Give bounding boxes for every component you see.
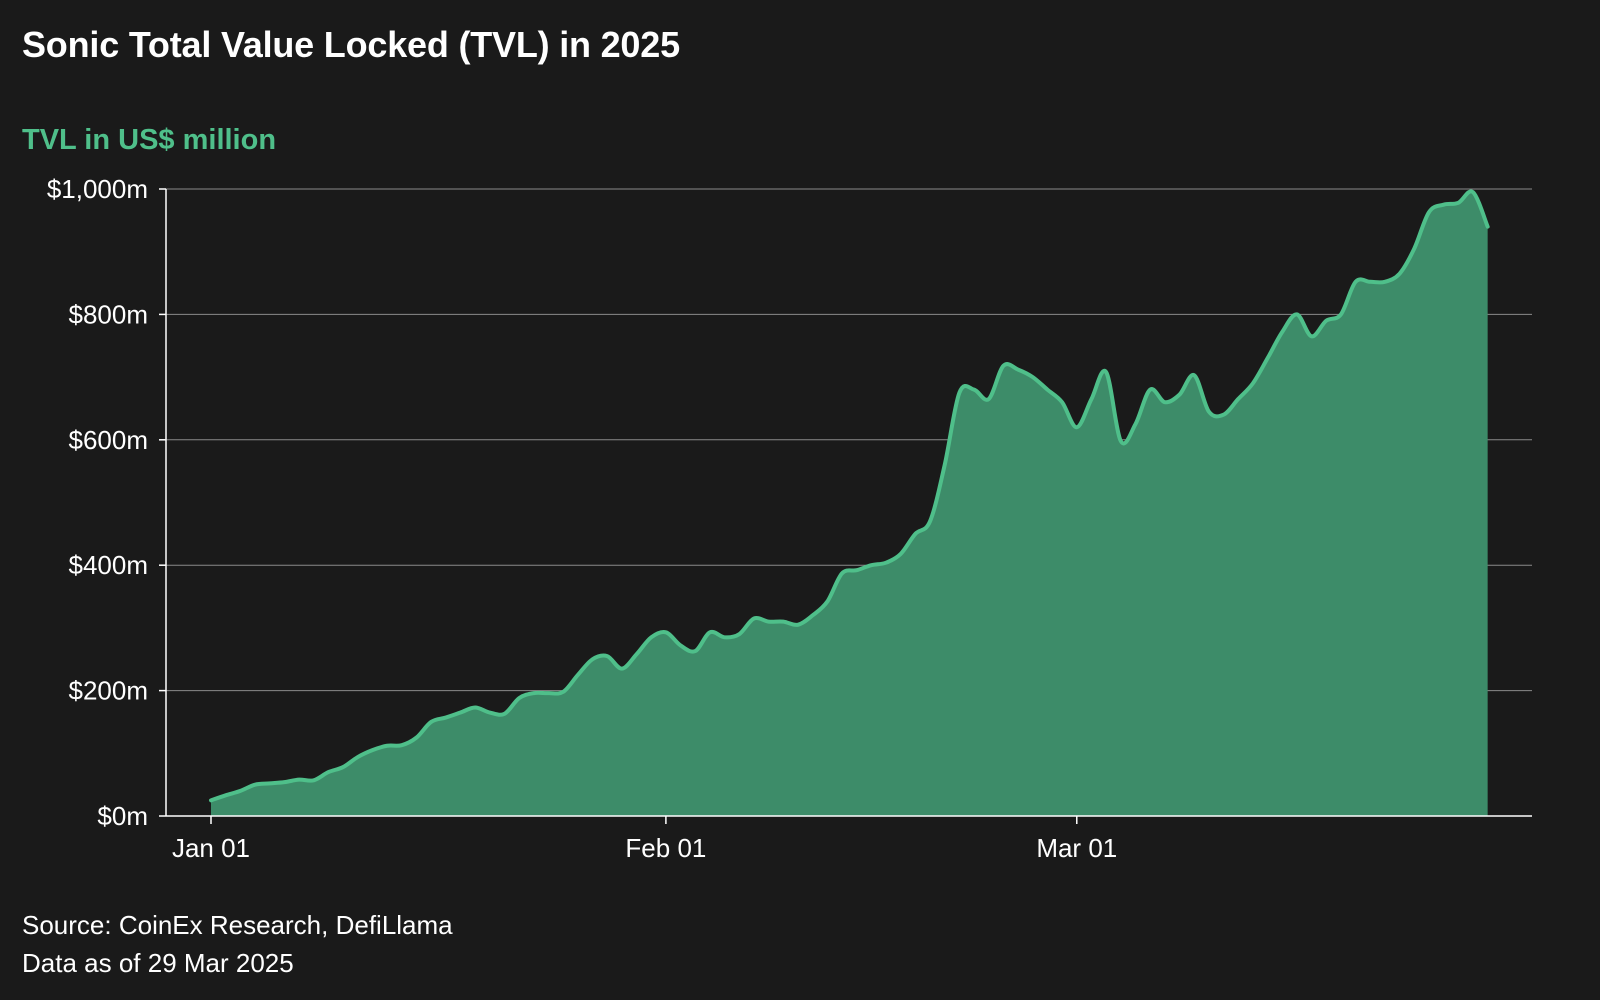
y-tick-label-3: $600m: [69, 425, 149, 455]
chart-subtitle: TVL in US$ million: [22, 124, 277, 156]
y-tick-label-4: $800m: [69, 299, 149, 329]
chart-title: Sonic Total Value Locked (TVL) in 2025: [22, 24, 680, 65]
x-axis-tick-labels: Jan 01 Feb 01 Mar 01: [172, 833, 1117, 863]
y-tick-label-2: $400m: [69, 550, 149, 580]
tvl-area-fill: [211, 191, 1488, 816]
y-axis-tick-labels: $0m $200m $400m $600m $800m $1,000m: [47, 174, 148, 831]
area-series: [209, 189, 1490, 816]
x-tick-label-2: Mar 01: [1036, 833, 1117, 863]
y-tick-label-0: $0m: [97, 801, 148, 831]
axes: [159, 188, 1532, 824]
x-tick-label-1: Feb 01: [625, 833, 706, 863]
source-text: Source: CoinEx Research, DefiLlama: [22, 910, 453, 940]
source-note: Source: CoinEx Research, DefiLlama Data …: [22, 906, 453, 982]
tvl-line: [209, 189, 1490, 803]
x-tick-label-0: Jan 01: [172, 833, 250, 863]
data-date-text: Data as of 29 Mar 2025: [22, 948, 294, 978]
y-tick-label-5: $1,000m: [47, 174, 148, 204]
y-tick-label-1: $200m: [69, 676, 149, 706]
